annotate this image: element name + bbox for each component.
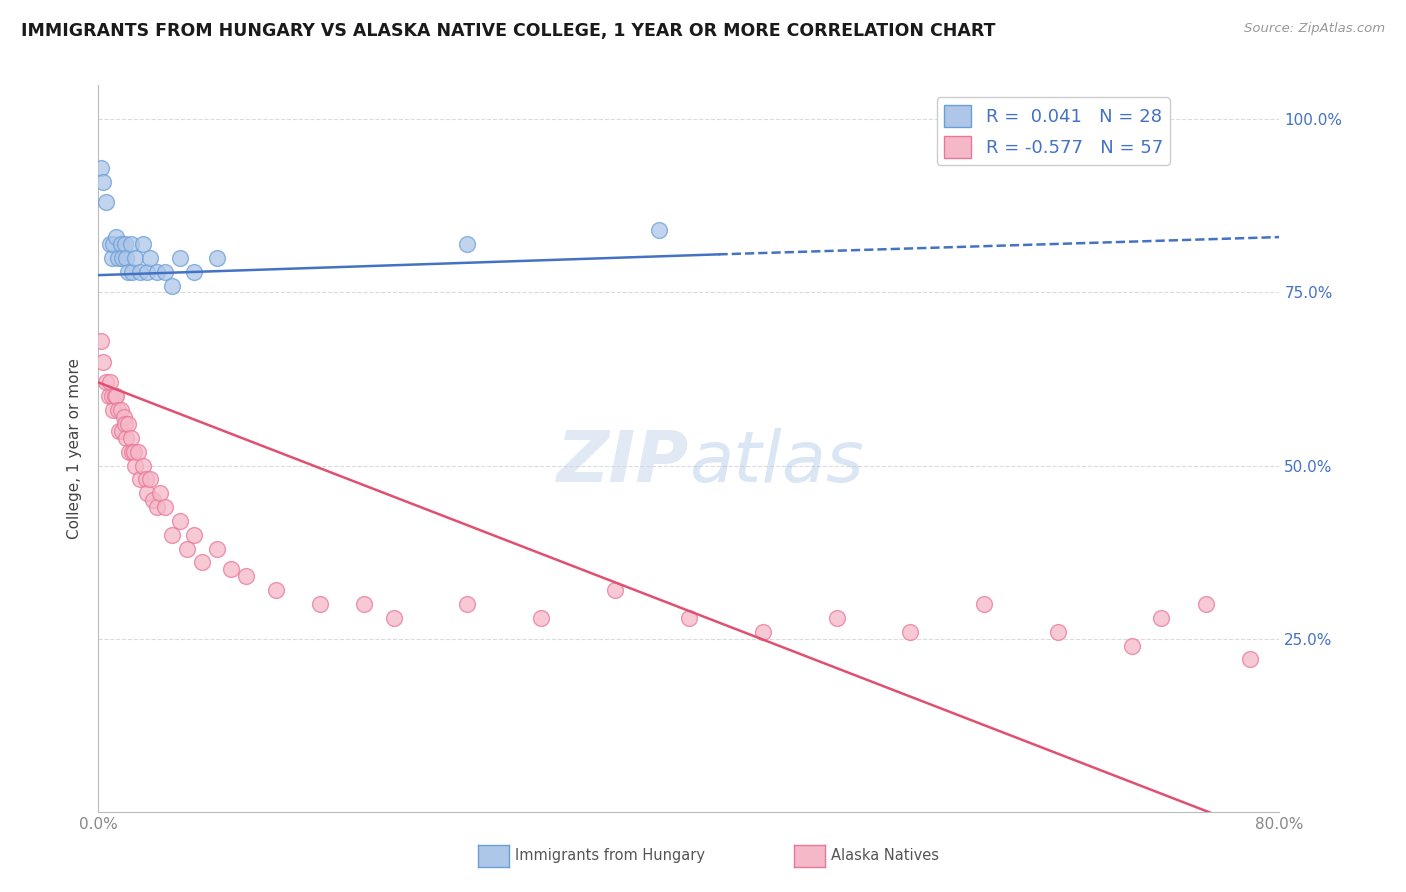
Point [94,376,117,390]
Point [146,265,169,279]
Point [105,389,128,403]
Legend: R =  0.041   N = 28, R = -0.577   N = 57: R = 0.041 N = 28, R = -0.577 N = 57 [936,97,1170,165]
Point [382,611,405,625]
Point [191,556,214,570]
Point [98,376,121,390]
Point [104,389,127,403]
Point [169,251,191,265]
Point [169,514,191,528]
Point [162,278,183,293]
Point [98,237,121,252]
Point [100,389,122,403]
Point [108,424,131,438]
Point [111,251,134,265]
Point [139,251,162,265]
Point [825,611,848,625]
Point [1195,597,1218,611]
Point [111,424,134,438]
Point [146,500,169,514]
Point [132,237,155,252]
Point [121,444,143,458]
Point [103,237,125,252]
Point [530,611,553,625]
Point [1150,611,1173,625]
Point [90,161,112,175]
Point [132,458,155,473]
Point [752,624,775,639]
Point [120,431,142,445]
Point [149,486,172,500]
Point [121,265,143,279]
Point [114,417,136,431]
Point [100,251,122,265]
Point [457,597,479,611]
Text: Immigrants from Hungary: Immigrants from Hungary [515,848,704,863]
Point [115,251,138,265]
Point [127,444,149,458]
Point [205,251,228,265]
Point [110,403,132,417]
Point [90,334,112,348]
Text: ZIP: ZIP [557,428,689,497]
Point [1121,639,1143,653]
Point [115,431,138,445]
Y-axis label: College, 1 year or more: College, 1 year or more [67,358,83,539]
Point [110,237,132,252]
Point [183,265,205,279]
Point [678,611,700,625]
Point [900,624,922,639]
Point [117,417,139,431]
Point [973,597,995,611]
Point [91,354,114,368]
Text: Alaska Natives: Alaska Natives [831,848,939,863]
Point [91,175,114,189]
Point [107,403,129,417]
Text: IMMIGRANTS FROM HUNGARY VS ALASKA NATIVE COLLEGE, 1 YEAR OR MORE CORRELATION CHA: IMMIGRANTS FROM HUNGARY VS ALASKA NATIVE… [21,22,995,40]
Point [124,251,146,265]
Point [128,472,150,486]
Point [605,583,627,598]
Text: atlas: atlas [689,428,863,497]
Point [122,444,145,458]
Point [136,265,159,279]
Point [142,493,165,508]
Point [94,195,117,210]
Point [264,583,287,598]
Point [97,389,120,403]
Text: Source: ZipAtlas.com: Source: ZipAtlas.com [1244,22,1385,36]
Point [176,541,198,556]
Point [124,458,146,473]
Point [153,500,176,514]
Point [107,251,129,265]
Point [128,265,150,279]
Point [162,528,183,542]
Point [309,597,332,611]
Point [139,472,162,486]
Point [1239,652,1261,666]
Point [117,265,139,279]
Point [648,223,671,237]
Point [120,237,142,252]
Point [114,237,136,252]
Point [153,265,176,279]
Point [118,444,141,458]
Point [105,230,128,244]
Point [112,410,135,425]
Point [457,237,479,252]
Point [103,403,125,417]
Point [136,486,159,500]
Point [205,541,228,556]
Point [135,472,157,486]
Point [353,597,375,611]
Point [1046,624,1070,639]
Point [221,562,243,576]
Point [235,569,257,583]
Point [183,528,205,542]
